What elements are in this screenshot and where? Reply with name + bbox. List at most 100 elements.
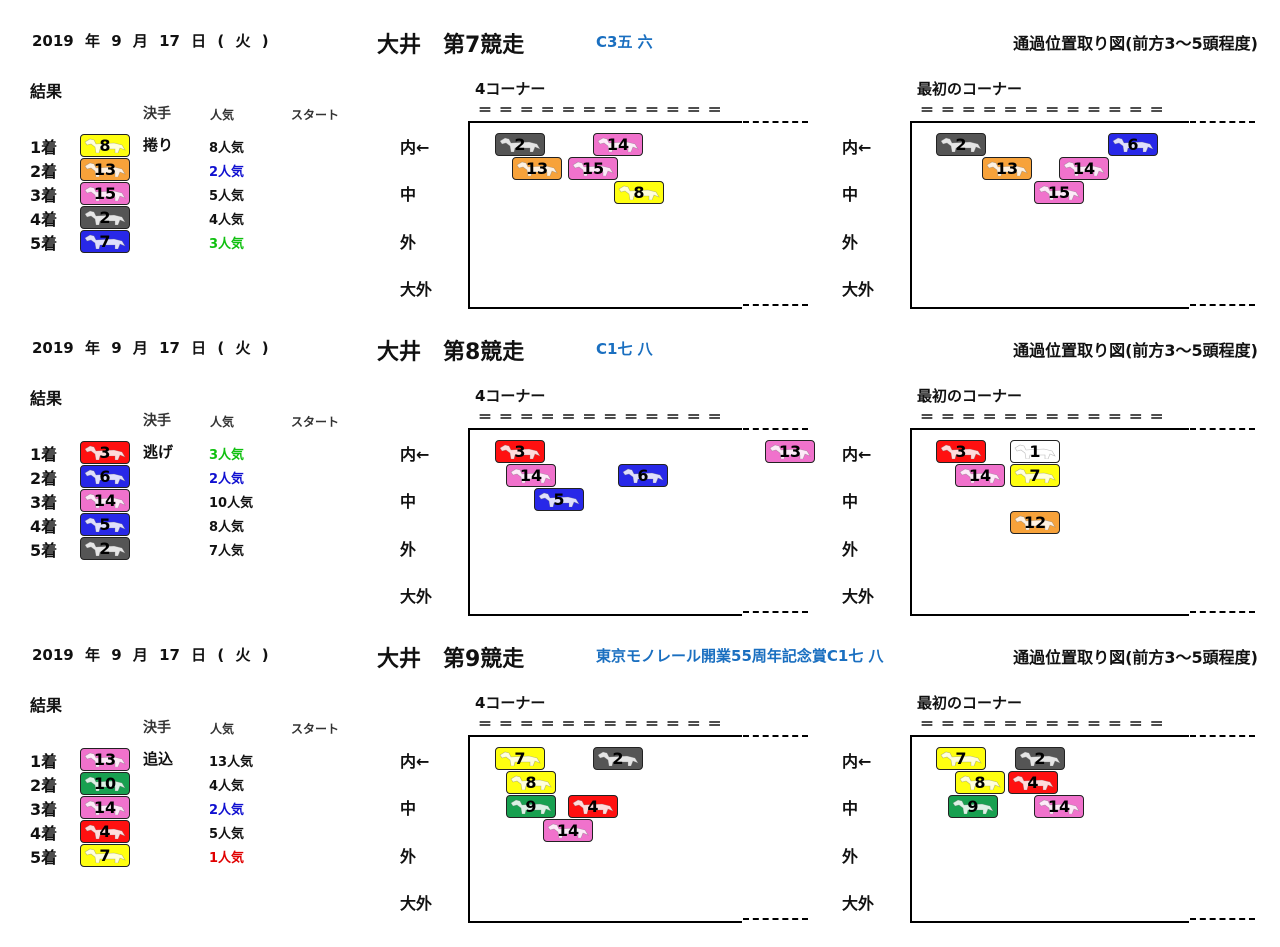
horse-chip: 1 — [1010, 440, 1060, 463]
horse-silhouette-icon — [84, 541, 126, 557]
horse-chip: 13 — [765, 440, 815, 463]
lane-label: 内← — [400, 445, 430, 464]
start-header: スタート — [291, 722, 340, 736]
horse-silhouette-icon — [952, 799, 994, 815]
horse-number: 9 — [967, 797, 979, 816]
horse-number: 2 — [1034, 749, 1046, 768]
horse-number: 7 — [1029, 466, 1041, 485]
horse-chip: 14 — [1034, 795, 1084, 818]
horse-number: 12 — [1023, 513, 1047, 532]
horse-chip: 2 — [936, 133, 986, 156]
race-date: 2019 年 9 月 17 日 ( 火 ) — [32, 339, 269, 357]
horse-chip: 5 — [80, 513, 130, 536]
horse-silhouette-icon — [940, 751, 982, 767]
lane-label: 外 — [842, 233, 859, 252]
horse-number: 8 — [974, 773, 986, 792]
horse-number: 5 — [99, 515, 111, 534]
horse-silhouette-icon — [84, 824, 126, 840]
finish-position: 5着 — [30, 541, 58, 560]
kimete-header: 決手 — [143, 106, 171, 122]
horse-silhouette-icon — [959, 775, 1001, 791]
kimete-header: 決手 — [143, 413, 171, 429]
finish-position: 5着 — [30, 848, 58, 867]
track-marks: ＝ ＝ ＝ ＝ ＝ ＝ ＝ ＝ ＝ ＝ ＝ ＝ — [478, 103, 723, 119]
dashed-extension — [1190, 428, 1255, 430]
horse-number: 13 — [93, 750, 117, 769]
horse-silhouette-icon — [1112, 137, 1154, 153]
horse-chip: 14 — [506, 464, 556, 487]
horse-chip: 2 — [495, 133, 545, 156]
lane-label: 内← — [400, 752, 430, 771]
diagram-heading: 通過位置取り図(前方3～5頭程度) — [1013, 34, 1258, 53]
popularity: 8人気 — [209, 520, 245, 535]
horse-silhouette-icon — [1014, 468, 1056, 484]
track-marks: ＝ ＝ ＝ ＝ ＝ ＝ ＝ ＝ ＝ ＝ ＝ ＝ — [920, 717, 1165, 733]
horse-silhouette-icon — [940, 444, 982, 460]
popularity: 2人気 — [209, 803, 245, 818]
horse-number: 14 — [1047, 797, 1071, 816]
horse-number: 9 — [525, 797, 537, 816]
horse-silhouette-icon — [1014, 444, 1056, 460]
horse-chip: 13 — [80, 158, 130, 181]
position-diagram-corner_first — [910, 428, 1189, 616]
popularity: 3人気 — [209, 237, 245, 252]
horse-silhouette-icon — [940, 137, 982, 153]
winning-move: 逃げ — [143, 443, 174, 461]
horse-number: 15 — [93, 184, 117, 203]
horse-number: 7 — [514, 749, 526, 768]
horse-silhouette-icon — [959, 468, 1001, 484]
horse-silhouette-icon — [769, 444, 811, 460]
horse-number: 2 — [612, 749, 624, 768]
popularity: 2人気 — [209, 165, 245, 180]
popularity: 7人気 — [209, 544, 245, 559]
lane-label: 大外 — [842, 280, 875, 299]
corner-title-corner_first: 最初のコーナー — [917, 387, 1023, 405]
finish-position: 2着 — [30, 469, 58, 488]
horse-number: 7 — [99, 846, 111, 865]
lane-label: 中 — [842, 799, 859, 818]
race-block: 2019 年 9 月 17 日 ( 火 ) 大井 第8競走 C1七 八 通過位置取り図… — [0, 307, 1280, 616]
horse-chip: 2 — [80, 206, 130, 229]
horse-number: 7 — [955, 749, 967, 768]
horse-chip: 4 — [80, 820, 130, 843]
race-title: 大井 第8競走 — [377, 340, 525, 365]
horse-number: 15 — [581, 159, 605, 178]
finish-position: 5着 — [30, 234, 58, 253]
horse-chip: 7 — [495, 747, 545, 770]
horse-chip: 2 — [80, 537, 130, 560]
lane-label: 中 — [400, 492, 417, 511]
finish-position: 4着 — [30, 517, 58, 536]
horse-chip: 6 — [80, 465, 130, 488]
dashed-extension — [1190, 121, 1255, 123]
horse-silhouette-icon — [622, 468, 664, 484]
lane-label: 中 — [400, 185, 417, 204]
horse-chip: 15 — [80, 182, 130, 205]
horse-chip: 9 — [948, 795, 998, 818]
lane-label: 外 — [842, 540, 859, 559]
position-diagram-corner_first — [910, 121, 1189, 309]
race-class: C3五 六 — [596, 33, 653, 51]
horse-number: 14 — [968, 466, 992, 485]
result-label: 結果 — [30, 696, 63, 715]
finish-position: 3着 — [30, 186, 58, 205]
track-marks: ＝ ＝ ＝ ＝ ＝ ＝ ＝ ＝ ＝ ＝ ＝ ＝ — [920, 410, 1165, 426]
horse-number: 8 — [525, 773, 537, 792]
horse-silhouette-icon — [538, 492, 580, 508]
popularity: 8人気 — [209, 141, 245, 156]
horse-number: 14 — [93, 491, 117, 510]
horse-number: 6 — [99, 467, 111, 486]
kimete-header: 決手 — [143, 720, 171, 736]
horse-number: 14 — [519, 466, 543, 485]
popularity: 5人気 — [209, 827, 245, 842]
position-diagram-corner_first — [910, 735, 1189, 923]
popularity: 1人気 — [209, 851, 245, 866]
dashed-extension — [743, 611, 808, 613]
horse-silhouette-icon — [1063, 161, 1105, 177]
horse-chip: 14 — [1059, 157, 1109, 180]
dashed-extension — [1190, 304, 1255, 306]
start-header: スタート — [291, 415, 340, 429]
lane-label: 外 — [842, 847, 859, 866]
horse-silhouette-icon — [84, 186, 126, 202]
finish-position: 3着 — [30, 800, 58, 819]
horse-chip: 14 — [955, 464, 1005, 487]
